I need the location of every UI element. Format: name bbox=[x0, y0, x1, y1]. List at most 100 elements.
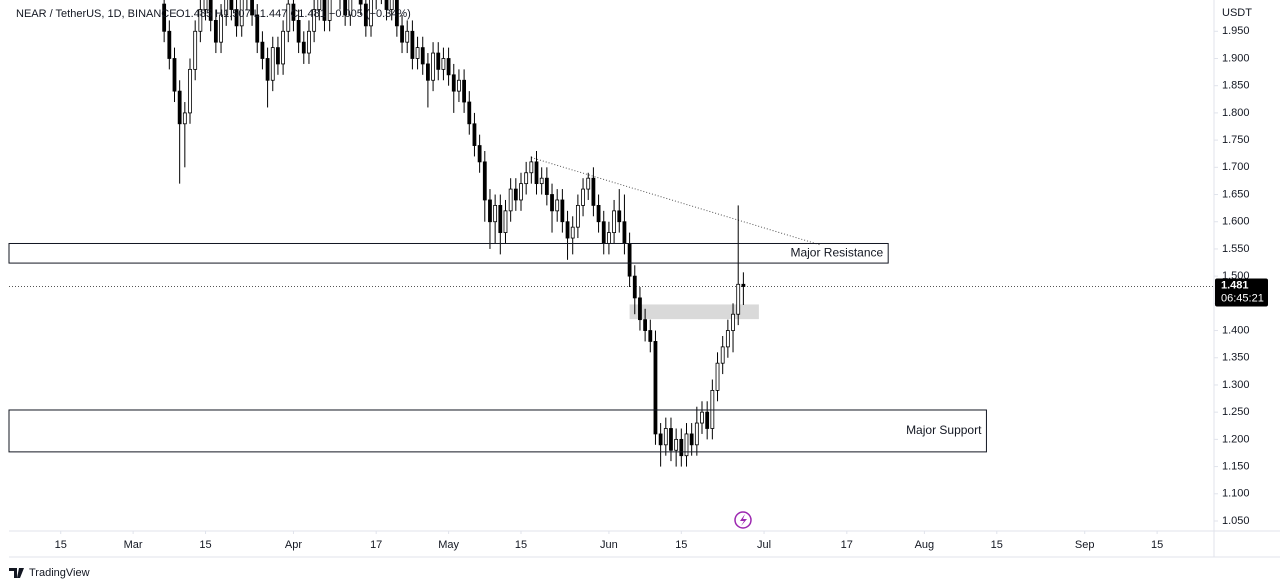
candle-body bbox=[229, 0, 234, 10]
candle-body bbox=[653, 341, 658, 435]
y-tick-label: 1.200 bbox=[1222, 433, 1250, 445]
y-tick-label: 1.350 bbox=[1222, 352, 1250, 364]
x-tick-label: Sep bbox=[1075, 539, 1095, 551]
candle-body bbox=[167, 30, 172, 59]
y-tick-label: 1.150 bbox=[1222, 460, 1250, 472]
candle-body bbox=[208, 0, 213, 21]
candle-body bbox=[555, 199, 560, 212]
candle-body bbox=[601, 221, 606, 244]
candle-body bbox=[415, 47, 420, 59]
candle-body bbox=[343, 0, 348, 16]
candle-body bbox=[198, 9, 203, 32]
chart-title: NEAR / TetherUS, 1D, BINANCE bbox=[16, 8, 177, 20]
candle-body bbox=[544, 177, 549, 195]
candle-body bbox=[648, 330, 653, 342]
candle-body bbox=[643, 319, 648, 331]
candle-body bbox=[446, 58, 451, 76]
footer-brand: TradingView bbox=[29, 567, 90, 579]
countdown-label: 06:45:21 bbox=[1221, 292, 1264, 304]
x-tick-label: 17 bbox=[841, 539, 853, 551]
candle-body bbox=[710, 390, 715, 429]
x-tick-label: 15 bbox=[1151, 539, 1163, 551]
candle-body bbox=[534, 161, 539, 185]
x-tick-label: 15 bbox=[515, 539, 527, 551]
candle-body bbox=[503, 210, 508, 234]
candle-body bbox=[467, 101, 472, 125]
candle-body bbox=[725, 330, 730, 348]
candle-body bbox=[581, 188, 585, 206]
y-tick-label: 1.900 bbox=[1222, 52, 1250, 64]
y-tick-label: 1.600 bbox=[1222, 216, 1250, 228]
y-tick-label: 1.800 bbox=[1222, 107, 1250, 119]
candle-body bbox=[291, 3, 296, 21]
candle-body bbox=[172, 58, 177, 92]
candle-body bbox=[286, 3, 291, 32]
y-tick-label: 1.100 bbox=[1222, 488, 1250, 500]
candle-body bbox=[457, 79, 461, 92]
candle-body bbox=[570, 226, 575, 239]
candle-body bbox=[493, 205, 498, 223]
candle-body bbox=[213, 20, 218, 43]
candle-body bbox=[539, 177, 544, 185]
candle-body bbox=[596, 205, 601, 223]
lightning-icon bbox=[734, 511, 752, 529]
x-tick-label: 15 bbox=[199, 539, 211, 551]
candle-body bbox=[736, 283, 741, 315]
candle-body bbox=[301, 41, 306, 54]
candle-body bbox=[317, 0, 322, 10]
candle-body bbox=[715, 362, 720, 391]
candle-body bbox=[420, 47, 425, 65]
candle-body bbox=[441, 58, 446, 70]
candle-body bbox=[663, 428, 668, 446]
zone-label: Major Support bbox=[906, 423, 982, 437]
candle-body bbox=[260, 41, 265, 59]
candle-body bbox=[575, 205, 580, 228]
x-tick-label: May bbox=[438, 539, 459, 551]
zone-box bbox=[8, 409, 987, 453]
highlight-zone bbox=[629, 304, 759, 320]
candle-body bbox=[694, 422, 699, 446]
candle-body bbox=[394, 0, 399, 27]
candle-body bbox=[674, 438, 679, 451]
candle-body bbox=[400, 25, 404, 43]
candle-body bbox=[162, 3, 167, 32]
candle-body bbox=[612, 210, 616, 234]
candle-body bbox=[177, 90, 182, 125]
candle-body bbox=[519, 183, 523, 201]
candle-body bbox=[363, 3, 368, 27]
x-tick-label: Aug bbox=[915, 539, 935, 551]
candle-body bbox=[700, 411, 704, 424]
candle-body bbox=[627, 243, 632, 277]
x-tick-label: 17 bbox=[370, 539, 382, 551]
x-tick-label: Mar bbox=[124, 539, 143, 551]
x-tick-label: Jul bbox=[757, 539, 771, 551]
candle-body bbox=[322, 0, 327, 21]
candle-body bbox=[565, 221, 570, 239]
candle-body bbox=[224, 0, 229, 16]
candle-body bbox=[327, 0, 332, 21]
candle-body bbox=[731, 313, 735, 331]
candle-body bbox=[426, 63, 430, 81]
candle-body bbox=[451, 74, 456, 92]
candle-body bbox=[524, 172, 529, 185]
candle-body bbox=[265, 58, 270, 81]
y-tick-label: 1.700 bbox=[1222, 161, 1250, 173]
candle-body bbox=[560, 199, 565, 223]
candle-body bbox=[234, 9, 239, 27]
y-tick-label: 1.400 bbox=[1222, 324, 1250, 336]
candle-body bbox=[431, 52, 435, 81]
candle-body bbox=[255, 14, 260, 43]
last-price-label: 1.481 bbox=[1221, 279, 1249, 291]
candle-body bbox=[312, 9, 317, 32]
candle-body bbox=[488, 199, 492, 223]
zone-label: Major Resistance bbox=[790, 245, 883, 259]
last-price-badge bbox=[1215, 278, 1268, 307]
candle-body bbox=[219, 14, 223, 43]
candle-body bbox=[182, 112, 187, 125]
candle-body bbox=[410, 30, 415, 59]
candle-body bbox=[684, 433, 689, 457]
candle-body bbox=[477, 145, 482, 163]
candle-body bbox=[669, 428, 673, 451]
candle-body bbox=[720, 346, 725, 364]
candle-body bbox=[250, 0, 254, 16]
